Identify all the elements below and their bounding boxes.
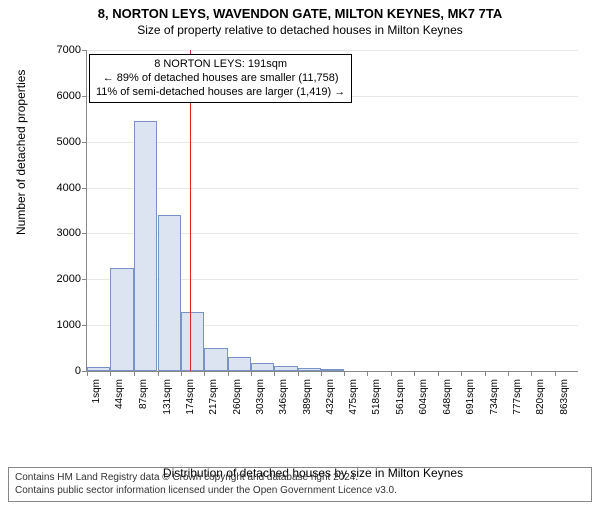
- y-axis-label: Number of detached properties: [14, 70, 28, 235]
- gridline: [87, 142, 578, 143]
- xtick-mark: [438, 371, 439, 376]
- ytick-mark: [82, 96, 87, 97]
- gridline: [87, 188, 578, 189]
- histogram-bar: [251, 363, 274, 371]
- ytick-label: 2000: [57, 273, 81, 285]
- xtick-mark: [87, 371, 88, 376]
- ytick-label: 3000: [57, 227, 81, 239]
- xtick-mark: [134, 371, 135, 376]
- ytick-label: 0: [75, 365, 81, 377]
- histogram-bar: [87, 367, 110, 371]
- xtick-label: 604sqm: [418, 379, 429, 415]
- plot-area: 010002000300040005000600070001sqm44sqm87…: [86, 50, 578, 372]
- histogram-bar: [321, 369, 344, 371]
- xtick-label: 561sqm: [395, 379, 406, 415]
- page-title: 8, NORTON LEYS, WAVENDON GATE, MILTON KE…: [0, 6, 600, 21]
- xtick-label: 863sqm: [559, 379, 570, 415]
- xtick-mark: [321, 371, 322, 376]
- xtick-label: 691sqm: [465, 379, 476, 415]
- histogram-chart: Number of detached properties 0100020003…: [48, 50, 578, 420]
- xtick-label: 346sqm: [278, 379, 289, 415]
- xtick-mark: [531, 371, 532, 376]
- xtick-label: 217sqm: [208, 379, 219, 415]
- xtick-label: 734sqm: [489, 379, 500, 415]
- histogram-bar: [298, 368, 321, 371]
- xtick-label: 820sqm: [535, 379, 546, 415]
- xtick-label: 389sqm: [302, 379, 313, 415]
- xtick-label: 131sqm: [162, 379, 173, 415]
- xtick-label: 518sqm: [371, 379, 382, 415]
- ytick-mark: [82, 50, 87, 51]
- xtick-mark: [414, 371, 415, 376]
- ytick-label: 5000: [57, 136, 81, 148]
- xtick-label: 87sqm: [138, 379, 149, 409]
- xtick-label: 44sqm: [114, 379, 125, 409]
- annotation-line-3: 11% of semi-detached houses are larger (…: [96, 86, 345, 100]
- ytick-label: 6000: [57, 90, 81, 102]
- xtick-mark: [391, 371, 392, 376]
- ytick-label: 4000: [57, 182, 81, 194]
- footer-line-2: Contains public sector information licen…: [15, 485, 585, 498]
- annotation-box: 8 NORTON LEYS: 191sqm ← 89% of detached …: [89, 54, 352, 103]
- xtick-mark: [555, 371, 556, 376]
- xtick-mark: [461, 371, 462, 376]
- xtick-mark: [204, 371, 205, 376]
- xtick-label: 475sqm: [348, 379, 359, 415]
- ytick-mark: [82, 233, 87, 234]
- histogram-bar: [134, 121, 157, 371]
- histogram-bar: [181, 312, 204, 371]
- xtick-mark: [110, 371, 111, 376]
- xtick-label: 648sqm: [442, 379, 453, 415]
- xtick-label: 260sqm: [232, 379, 243, 415]
- ytick-mark: [82, 188, 87, 189]
- annotation-line-2: ← 89% of detached houses are smaller (11…: [96, 72, 345, 86]
- ytick-label: 7000: [57, 44, 81, 56]
- xtick-label: 1sqm: [91, 379, 102, 403]
- ytick-label: 1000: [57, 319, 81, 331]
- xtick-label: 303sqm: [255, 379, 266, 415]
- histogram-bar: [204, 348, 227, 371]
- xtick-mark: [181, 371, 182, 376]
- xtick-mark: [508, 371, 509, 376]
- xtick-label: 777sqm: [512, 379, 523, 415]
- xtick-mark: [228, 371, 229, 376]
- annotation-line-1: 8 NORTON LEYS: 191sqm: [96, 58, 345, 72]
- footer-attribution: Contains HM Land Registry data © Crown c…: [8, 467, 592, 502]
- ytick-mark: [82, 279, 87, 280]
- xtick-mark: [367, 371, 368, 376]
- histogram-bar: [158, 215, 181, 371]
- histogram-bar: [228, 357, 251, 371]
- ytick-mark: [82, 325, 87, 326]
- xtick-mark: [274, 371, 275, 376]
- ytick-mark: [82, 142, 87, 143]
- gridline: [87, 50, 578, 51]
- page-subtitle: Size of property relative to detached ho…: [0, 23, 600, 37]
- footer-line-1: Contains HM Land Registry data © Crown c…: [15, 472, 585, 485]
- xtick-label: 174sqm: [185, 379, 196, 415]
- histogram-bar: [110, 268, 133, 371]
- xtick-mark: [251, 371, 252, 376]
- xtick-mark: [485, 371, 486, 376]
- xtick-label: 432sqm: [325, 379, 336, 415]
- histogram-bar: [274, 366, 297, 371]
- xtick-mark: [298, 371, 299, 376]
- xtick-mark: [344, 371, 345, 376]
- xtick-mark: [158, 371, 159, 376]
